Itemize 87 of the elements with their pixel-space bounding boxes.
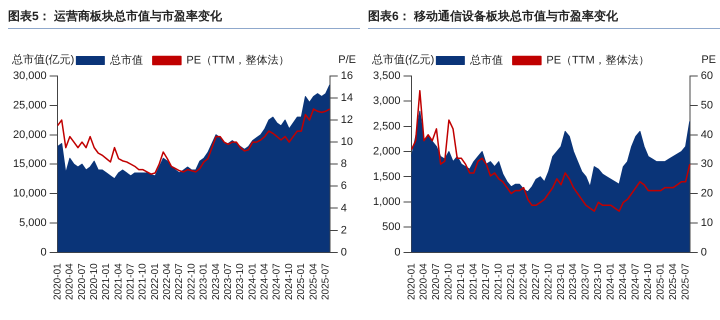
x-tick-label: 2023-01 — [556, 262, 567, 300]
x-tick-label: 2020-01 — [406, 262, 418, 300]
x-tick-label: 2024-07 — [272, 262, 283, 300]
y2-tick-label: 14 — [340, 92, 354, 104]
y-tick-label: 2,000 — [372, 146, 401, 158]
y2-tick-label: 4 — [340, 202, 347, 214]
x-tick-label: 2024-07 — [630, 262, 642, 300]
y2-tick-label: 0 — [700, 246, 707, 258]
y2-tick-label: 0 — [340, 246, 347, 258]
x-tick-label: 2022-01 — [150, 262, 161, 300]
x-tick-label: 2024-04 — [260, 262, 271, 300]
x-tick-label: 2022-07 — [174, 262, 186, 300]
y2-tick-label: 2 — [340, 224, 347, 236]
x-tick-label: 2020-01 — [52, 262, 64, 300]
x-tick-label: 2020-10 — [88, 262, 100, 300]
y-tick-label: 0 — [394, 246, 401, 258]
x-tick-label: 2025-07 — [680, 262, 692, 300]
y2-tick-label: 10 — [340, 136, 354, 148]
y-tick-label: 0 — [40, 246, 47, 258]
x-tick-label: 2024-10 — [642, 262, 654, 300]
x-tick-label: 2024-01 — [247, 262, 258, 300]
y-tick-label: 3,500 — [372, 70, 401, 82]
x-tick-label: 2023-04 — [568, 262, 580, 300]
y2-tick-label: 40 — [700, 128, 714, 141]
chart-title: 图表6： 移动通信设备板块总市值与市盈率变化 — [368, 8, 720, 29]
y2-tick-label: 10 — [700, 216, 714, 229]
y2-tick-label: 60 — [700, 70, 714, 82]
y2-axis-title: P/E — [338, 54, 356, 66]
y2-tick-label: 8 — [340, 158, 347, 170]
y-tick-label: 15,000 — [12, 158, 47, 170]
y2-tick-label: 16 — [340, 70, 354, 82]
y2-tick-label: 30 — [700, 158, 714, 170]
x-tick-label: 2023-04 — [210, 262, 222, 300]
y-tick-label: 1,000 — [372, 196, 401, 208]
y-tick-label: 1,500 — [372, 170, 401, 183]
legend-label: PE（TTM，整体法） — [546, 54, 650, 67]
x-tick-label: 2021-07 — [481, 262, 492, 300]
x-tick-label: 2022-10 — [186, 262, 198, 300]
x-tick-label: 2020-07 — [76, 262, 88, 300]
x-tick-label: 2025-01 — [655, 262, 666, 300]
x-tick-label: 2022-07 — [530, 262, 542, 300]
x-tick-label: 2021-10 — [138, 262, 149, 300]
x-tick-label: 2022-04 — [518, 262, 530, 300]
x-tick-label: 2023-07 — [580, 262, 592, 300]
x-tick-label: 2025-01 — [296, 262, 308, 300]
y2-tick-label: 12 — [340, 114, 354, 126]
y-tick-label: 10,000 — [12, 188, 47, 200]
y2-tick-label: 50 — [700, 99, 714, 112]
y2-axis-title: PE — [701, 54, 716, 66]
x-tick-label: 2024-10 — [284, 262, 295, 300]
x-tick-label: 2021-01 — [101, 262, 112, 300]
x-tick-label: 2023-01 — [198, 262, 210, 300]
x-tick-label: 2024-01 — [606, 262, 617, 300]
x-tick-label: 2025-07 — [320, 262, 332, 300]
x-tick-label: 2025-04 — [668, 262, 679, 300]
x-tick-label: 2023-10 — [593, 262, 604, 300]
x-tick-label: 2023-10 — [235, 262, 246, 300]
chart-title: 图表5： 运营商板块总市值与市盈率变化 — [8, 8, 360, 29]
x-tick-label: 2025-04 — [308, 262, 320, 300]
x-tick-label: 2020-04 — [418, 262, 430, 300]
y-tick-label: 5,000 — [19, 216, 47, 229]
y-tick-label: 2,500 — [372, 120, 401, 132]
x-tick-label: 2022-10 — [543, 262, 554, 300]
legend-label: 总市值 — [108, 54, 143, 67]
x-tick-label: 2022-01 — [506, 262, 517, 300]
x-tick-label: 2020-10 — [444, 262, 455, 300]
y-tick-label: 25,000 — [12, 99, 47, 112]
y-axis-title: 总市值(亿元) — [371, 53, 434, 66]
x-tick-label: 2021-04 — [113, 262, 124, 300]
legend-label: 总市值 — [468, 54, 503, 67]
x-tick-label: 2022-04 — [162, 262, 174, 300]
x-tick-label: 2020-04 — [64, 262, 76, 300]
x-tick-label: 2024-04 — [618, 262, 630, 300]
y-axis-title: 总市值(亿元) — [11, 53, 74, 66]
x-tick-label: 2023-07 — [222, 262, 234, 300]
y-tick-label: 500 — [382, 221, 401, 234]
x-tick-label: 2021-01 — [456, 262, 468, 300]
y-tick-label: 20,000 — [12, 128, 47, 141]
y2-tick-label: 20 — [700, 188, 714, 200]
x-tick-label: 2021-07 — [126, 262, 136, 300]
legend-label: PE（TTM，整体法） — [186, 54, 290, 67]
x-tick-label: 2020-07 — [431, 262, 442, 300]
x-tick-label: 2021-10 — [493, 262, 504, 300]
x-tick-label: 2021-04 — [468, 262, 480, 300]
y2-tick-label: 6 — [340, 180, 347, 192]
y-tick-label: 3,000 — [372, 95, 401, 108]
y-tick-label: 30,000 — [12, 70, 47, 82]
